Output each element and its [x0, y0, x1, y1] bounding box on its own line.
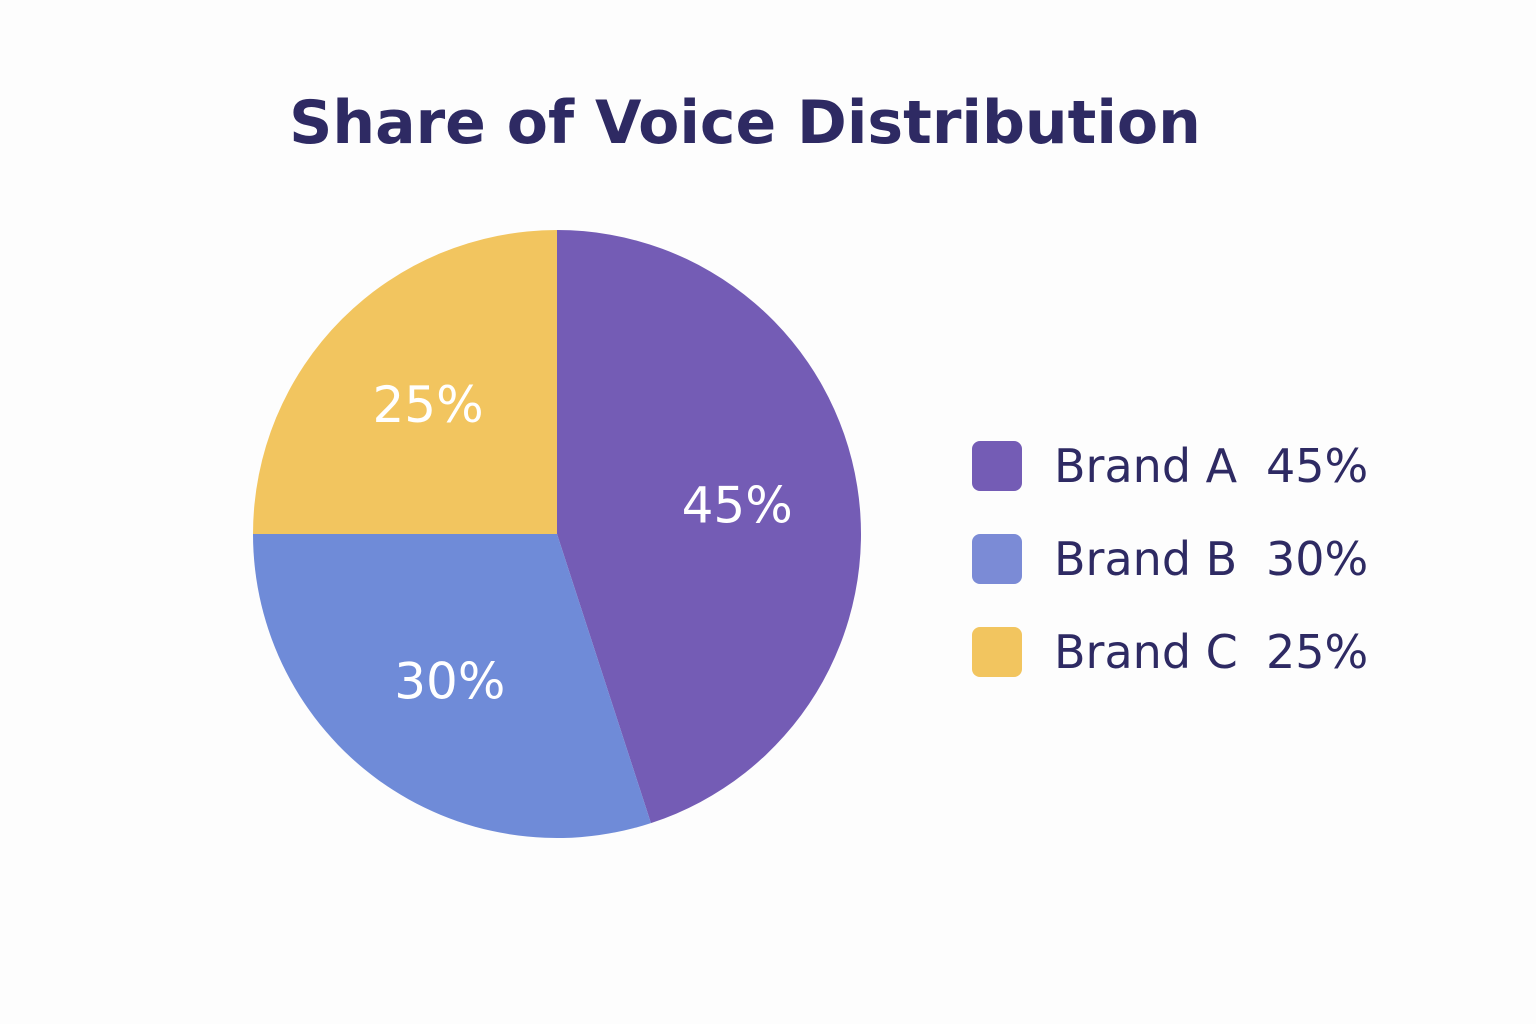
legend-swatch-brand-b	[972, 534, 1022, 584]
legend-label-brand-a: Brand A	[1054, 439, 1238, 493]
chart-title: Share of Voice Distribution	[289, 88, 1201, 158]
legend-value-brand-c: 25%	[1266, 625, 1369, 679]
slice-label-brand-b: 30%	[394, 653, 505, 711]
legend-item-brand-c: Brand C 25%	[972, 625, 1369, 679]
legend: Brand A 45% Brand B 30% Brand C 25%	[972, 439, 1369, 719]
legend-item-brand-a: Brand A 45%	[972, 439, 1369, 493]
legend-label-brand-b: Brand B	[1054, 532, 1238, 586]
legend-swatch-brand-c	[972, 627, 1022, 677]
legend-value-brand-b: 30%	[1266, 532, 1369, 586]
legend-label-brand-c: Brand C	[1054, 625, 1238, 679]
slice-label-brand-c: 25%	[372, 376, 483, 434]
pie-slice-brand-c	[253, 230, 557, 534]
pie-slice-brand-b	[252, 534, 651, 838]
slice-label-brand-a: 45%	[682, 476, 793, 534]
legend-value-brand-a: 45%	[1266, 439, 1369, 493]
legend-item-brand-b: Brand B 30%	[972, 532, 1369, 586]
pie-slice-brand-a	[557, 230, 861, 824]
legend-swatch-brand-a	[972, 441, 1022, 491]
